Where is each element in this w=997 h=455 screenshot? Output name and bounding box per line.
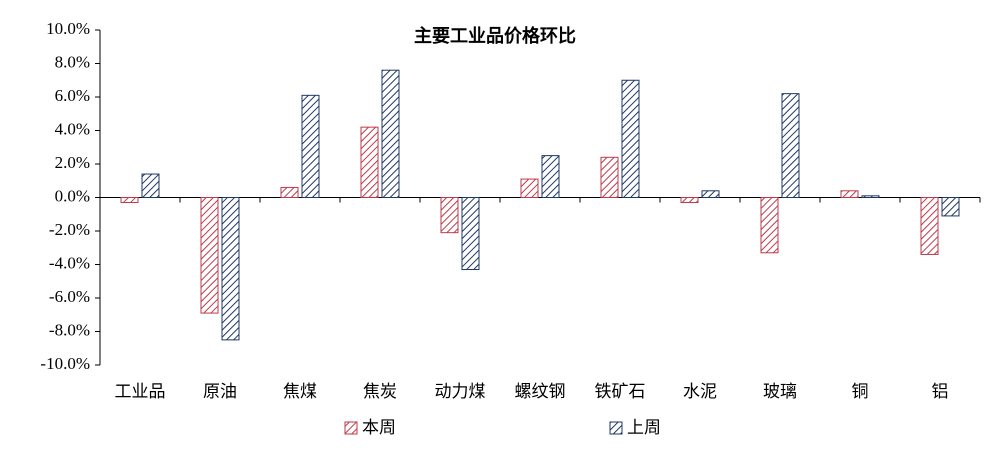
legend-swatch bbox=[344, 421, 358, 435]
x-tick-label: 焦炭 bbox=[363, 382, 397, 401]
bar bbox=[840, 190, 859, 199]
y-tick-label: 2.0% bbox=[55, 153, 90, 172]
bar bbox=[381, 69, 400, 198]
y-tick-label: -8.0% bbox=[49, 320, 90, 339]
bar bbox=[680, 197, 699, 204]
x-tick-label: 铝 bbox=[932, 382, 949, 401]
bar bbox=[440, 197, 459, 234]
bar bbox=[541, 155, 560, 198]
bar bbox=[520, 178, 539, 198]
x-tick-label: 原油 bbox=[203, 382, 237, 401]
chart-title: 主要工业品价格环比 bbox=[414, 25, 576, 46]
legend-swatch bbox=[609, 421, 623, 435]
bar bbox=[221, 197, 240, 341]
y-tick-label: -10.0% bbox=[40, 354, 90, 373]
y-tick-label: -2.0% bbox=[49, 220, 90, 239]
y-tick-label: 0.0% bbox=[55, 186, 90, 205]
y-tick-label: -4.0% bbox=[49, 253, 90, 272]
bar bbox=[200, 197, 219, 314]
legend-label: 本周 bbox=[362, 418, 396, 437]
bar bbox=[621, 79, 640, 198]
y-tick-label: 4.0% bbox=[55, 119, 90, 138]
y-tick-label: 6.0% bbox=[55, 86, 90, 105]
x-tick-label: 螺纹钢 bbox=[515, 382, 566, 401]
bar bbox=[461, 197, 480, 271]
x-tick-label: 铁矿石 bbox=[595, 382, 646, 401]
x-tick-label: 工业品 bbox=[115, 382, 166, 401]
bar bbox=[941, 197, 960, 217]
bar bbox=[701, 190, 720, 199]
x-tick-label: 焦煤 bbox=[283, 382, 317, 401]
x-tick-label: 玻璃 bbox=[763, 382, 797, 401]
x-tick-label: 动力煤 bbox=[435, 382, 486, 401]
x-tick-label: 铜 bbox=[852, 382, 869, 401]
bar bbox=[141, 173, 160, 199]
bar bbox=[301, 94, 320, 198]
bar bbox=[760, 197, 779, 254]
y-tick-label: 10.0% bbox=[46, 19, 90, 38]
bar bbox=[280, 186, 299, 198]
y-tick-label: 8.0% bbox=[55, 52, 90, 71]
bar bbox=[600, 156, 619, 199]
x-tick-label: 水泥 bbox=[683, 382, 717, 401]
bar bbox=[920, 197, 939, 255]
bar bbox=[861, 195, 880, 198]
bar bbox=[360, 126, 379, 198]
bar bbox=[781, 93, 800, 198]
bar bbox=[120, 197, 139, 204]
y-tick-label: -6.0% bbox=[49, 287, 90, 306]
legend-label: 上周 bbox=[627, 418, 661, 437]
